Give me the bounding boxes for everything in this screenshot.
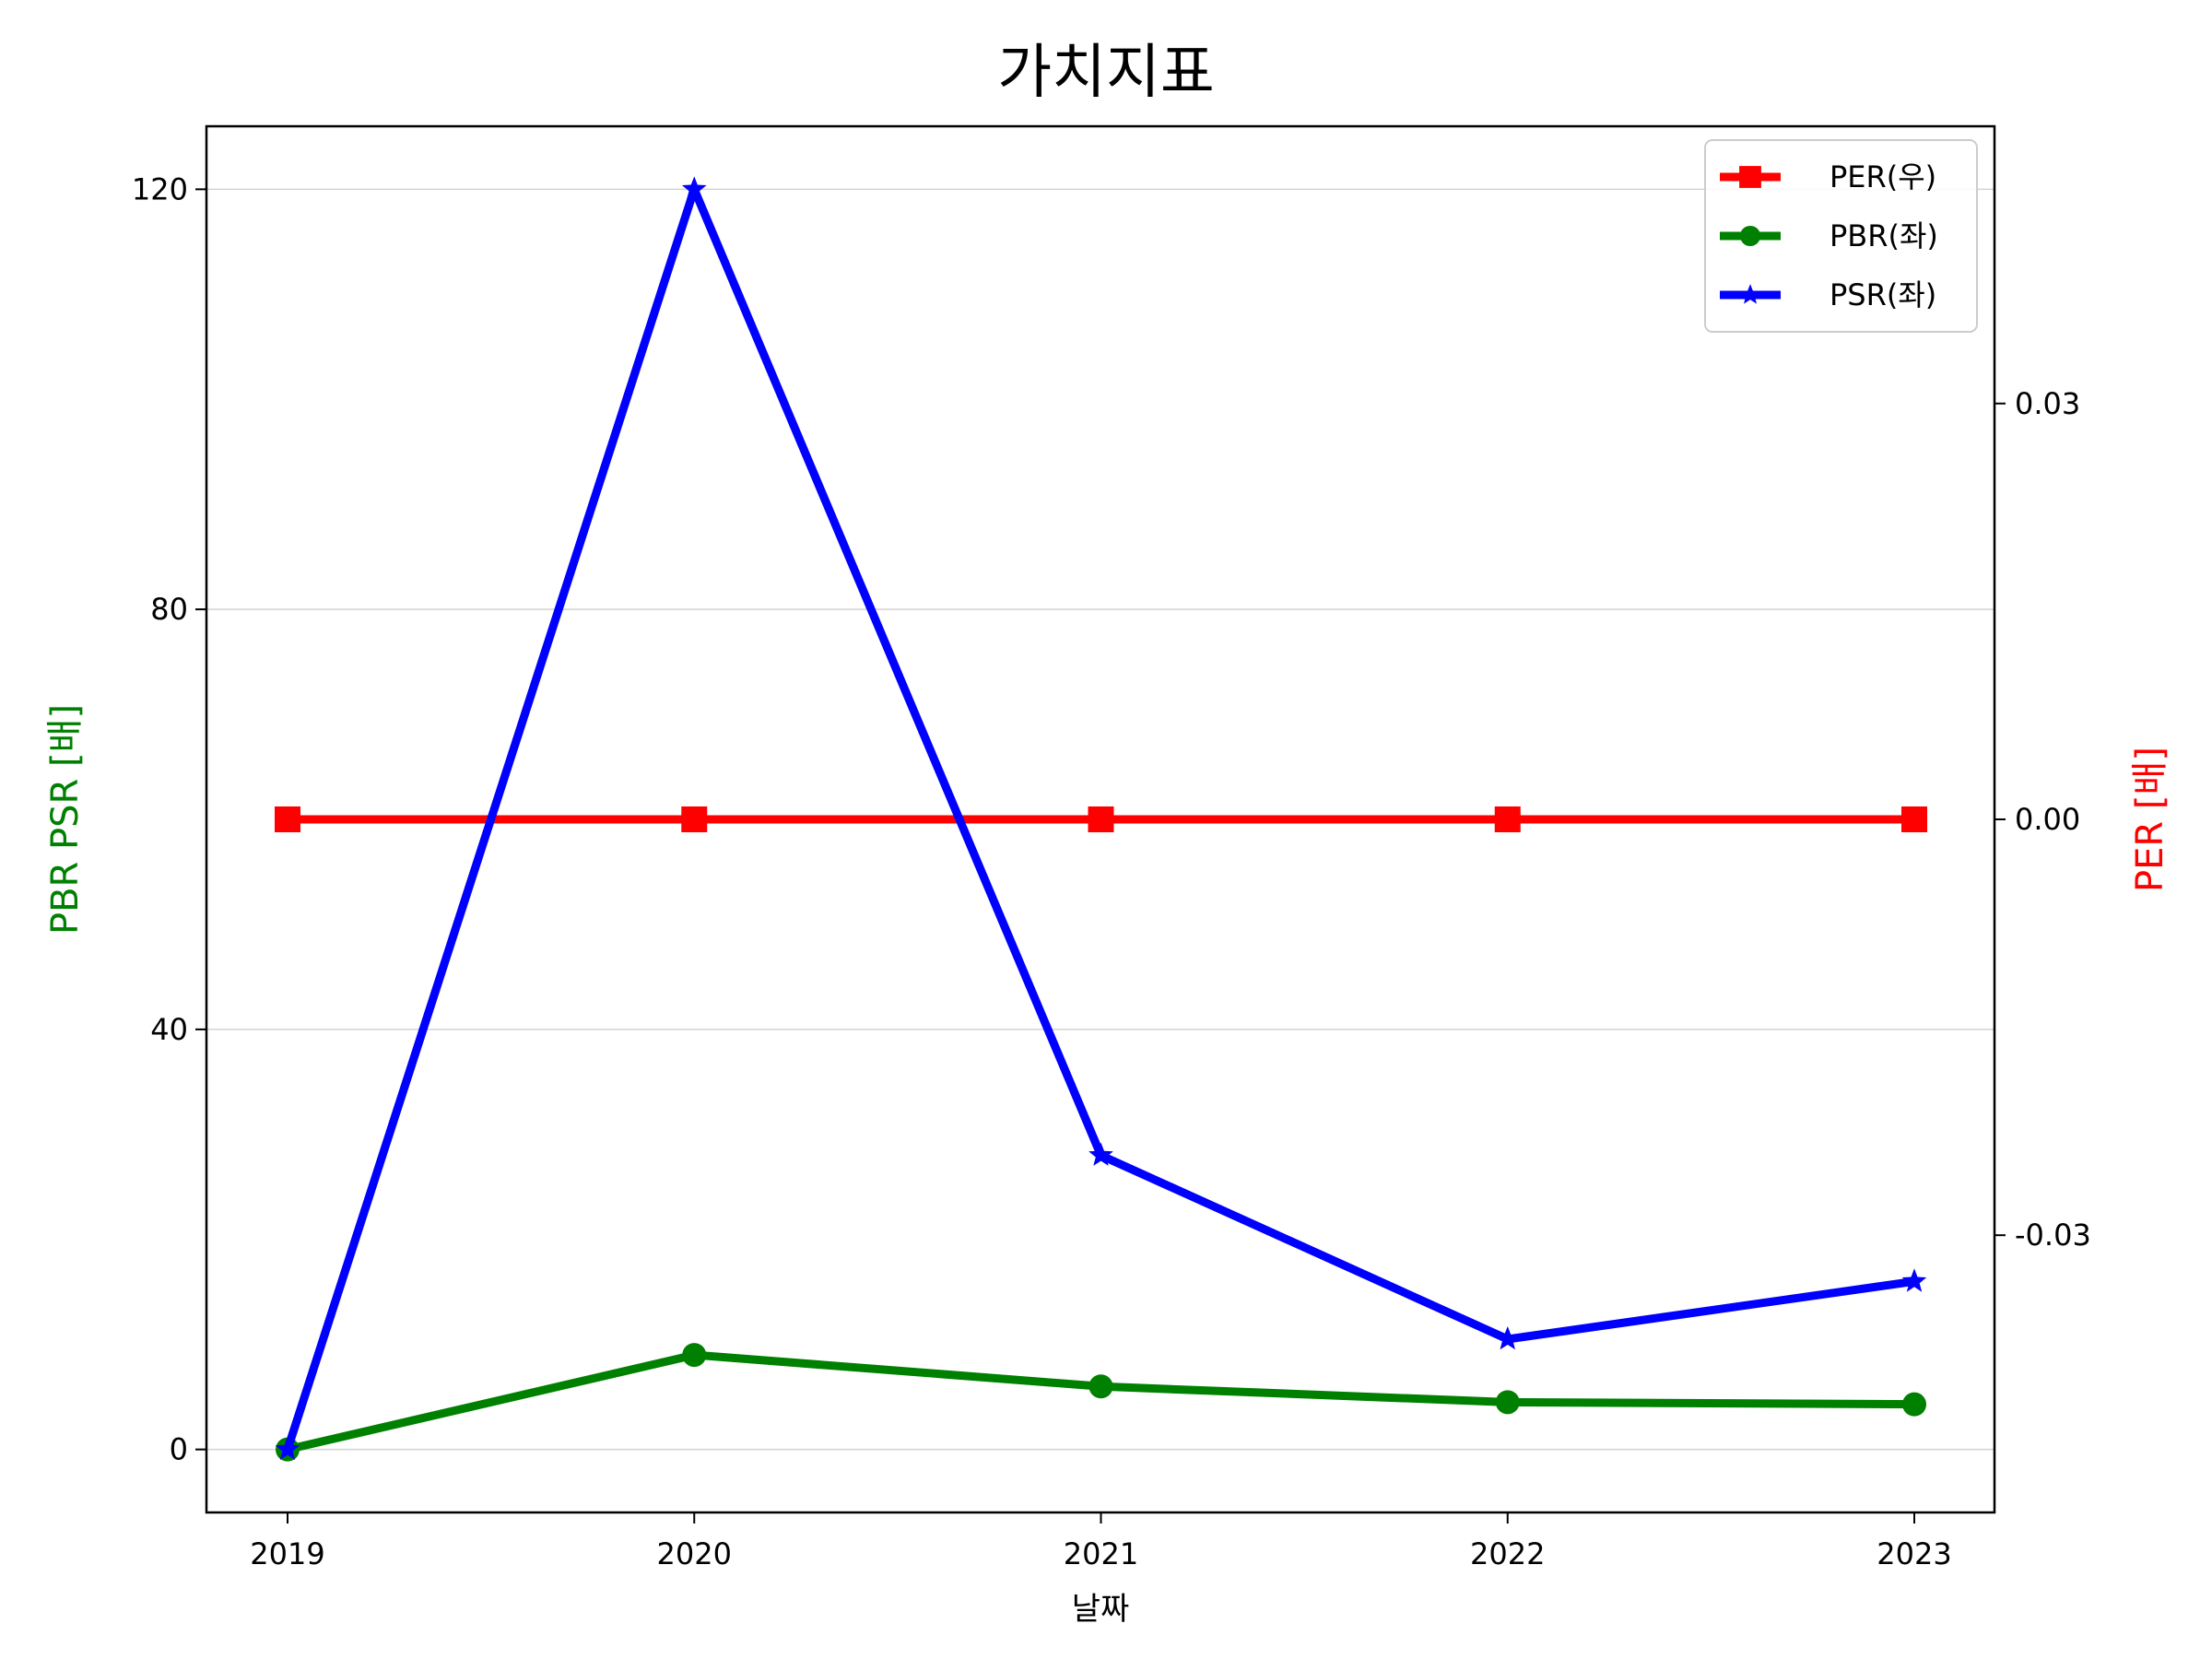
- y-right-tick-label-1: 0.00: [2015, 802, 2080, 837]
- x-tick-label-2: 2021: [1064, 1536, 1138, 1571]
- series-1-point-3: [1495, 1390, 1520, 1415]
- legend-label-0: PER(우): [1830, 159, 1936, 194]
- chart-title: 가치지표: [997, 39, 1215, 107]
- series-0-point-1: [681, 806, 708, 832]
- series-0: [275, 806, 1927, 832]
- x-tick-label-0: 2019: [250, 1536, 324, 1571]
- x-tick-label-3: 2022: [1470, 1536, 1545, 1571]
- series-2-point-0: [275, 1436, 300, 1460]
- series-2-point-3: [1495, 1326, 1521, 1350]
- grid-lines: [206, 188, 1994, 1451]
- legend-marker-2: [1739, 284, 1761, 304]
- y-left-tick-label-1: 40: [150, 1012, 188, 1047]
- y-right-tick-label-0: 0.03: [2015, 386, 2080, 421]
- legend: PER(우) PBR(좌) PSR(좌): [1704, 139, 1978, 333]
- series-2-point-4: [1901, 1268, 1927, 1292]
- x-axis-label: 날짜: [1072, 1591, 1130, 1628]
- series-2: [275, 176, 1927, 1460]
- y-axis-right: 0.03 0.00 -0.03: [1994, 386, 2091, 1253]
- x-tick-label-4: 2023: [1877, 1536, 1951, 1571]
- series-0-point-0: [275, 806, 300, 832]
- x-axis: 2019 2020 2021 2022 2023: [250, 1512, 1952, 1571]
- y-axis-right-label: PER [배]: [2129, 747, 2171, 892]
- legend-marker-1: [1739, 225, 1761, 247]
- y-axis-left-label: PBR PSR [배]: [44, 704, 87, 935]
- y-left-tick-label-3: 120: [132, 171, 188, 206]
- legend-label-2: PSR(좌): [1830, 277, 1936, 312]
- series-layer: [275, 176, 1927, 1462]
- series-0-point-4: [1901, 806, 1927, 832]
- legend-label-1: PBR(좌): [1830, 218, 1938, 253]
- y-left-tick-label-0: 0: [170, 1432, 188, 1467]
- series-line-1: [283, 1350, 1919, 1454]
- y-right-tick-label-2: -0.03: [2015, 1218, 2091, 1253]
- series-0-point-3: [1494, 806, 1521, 832]
- y-left-tick-label-2: 80: [150, 592, 188, 627]
- x-tick-label-1: 2020: [657, 1536, 732, 1571]
- series-2-point-1: [681, 176, 707, 200]
- series-1-point-1: [682, 1343, 707, 1368]
- series-2-point-2: [1088, 1142, 1113, 1166]
- legend-marker-0: [1739, 166, 1761, 188]
- series-1-point-4: [1902, 1392, 1926, 1417]
- series-1-point-2: [1088, 1374, 1113, 1399]
- series-0-point-2: [1088, 806, 1114, 832]
- series-1: [276, 1343, 1926, 1462]
- y-axis-left: 0 40 80 120: [132, 171, 206, 1467]
- legend-box: [1704, 139, 1978, 333]
